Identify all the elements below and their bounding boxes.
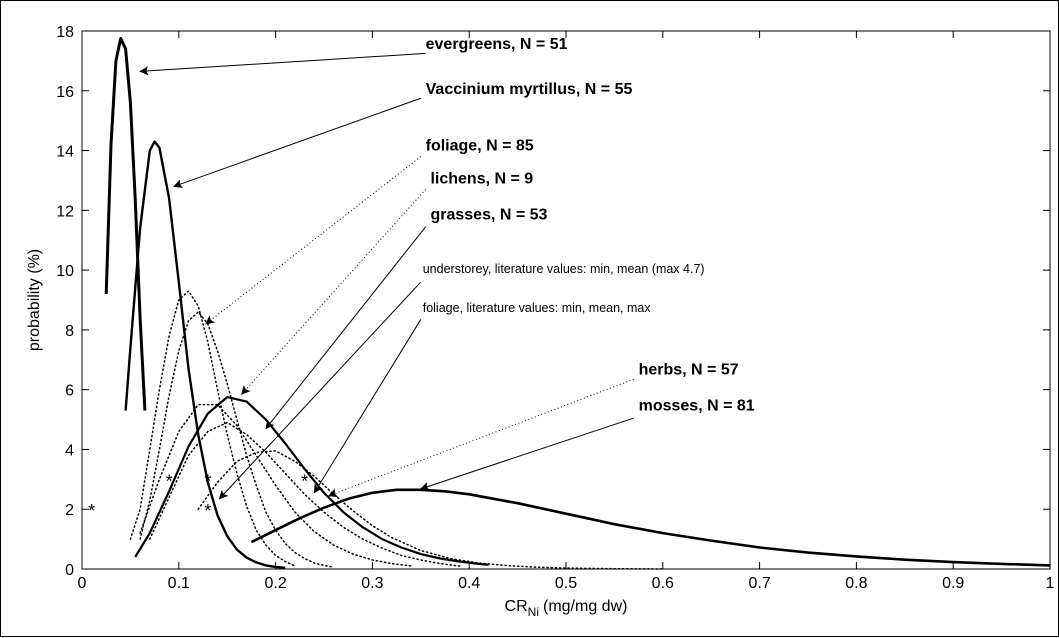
x-tick-label: 0.5 (555, 575, 577, 592)
x-tick-label: 0.3 (361, 575, 383, 592)
y-tick-label: 0 (65, 562, 74, 579)
y-axis-label: probability (%) (26, 249, 43, 351)
y-tick-label: 14 (56, 144, 74, 161)
asterisk-marker: * (204, 501, 211, 521)
x-tick-label: 0.9 (942, 575, 964, 592)
y-tick-label: 18 (56, 24, 74, 41)
x-tick-label: 0.6 (652, 575, 674, 592)
series-line-2 (129, 290, 296, 567)
annotation-label: herbs, N = 57 (639, 362, 739, 379)
y-tick-label: 2 (65, 502, 74, 519)
annotation-arrow (327, 378, 634, 498)
annotation-arrow (173, 97, 421, 188)
series-line-5 (139, 403, 412, 567)
annotation-arrow (139, 52, 426, 76)
y-tick-label: 16 (56, 84, 74, 101)
x-tick-label: 0.2 (264, 575, 286, 592)
series-line-1 (124, 140, 286, 569)
asterisk-marker: * (301, 471, 308, 491)
y-tick-label: 10 (56, 263, 74, 280)
annotation-arrow (313, 319, 422, 494)
annotation-label: foliage, N = 85 (426, 138, 534, 155)
plot-axes: 0 0.1 0.2 0.3 0.4 0.5 0.6 0.7 0.8 0.9 102468101214… (56, 24, 1054, 592)
annotation-label: lichens, N = 9 (430, 170, 533, 187)
asterisk-marker: * (166, 471, 173, 491)
annotation-label: grasses, N = 53 (430, 206, 547, 223)
x-tick-label: 1 (1046, 575, 1055, 592)
series-line-8 (250, 488, 1051, 567)
x-tick-label: 0.1 (168, 575, 190, 592)
annotation-label: Vaccinium myrtillus, N = 55 (426, 81, 633, 98)
asterisk-marker: * (204, 471, 211, 491)
markers: * * * * * (88, 471, 308, 521)
series-line-4 (134, 396, 489, 566)
annotation-arrow (218, 281, 422, 500)
x-tick-label: 0 (78, 575, 87, 592)
y-tick-label: 4 (65, 442, 74, 459)
annotation-arrow (265, 226, 427, 430)
y-tick-label: 6 (65, 383, 74, 400)
x-tick-label: 0.4 (458, 575, 480, 592)
annotation-label: evergreens, N = 51 (426, 36, 568, 53)
y-tick-label: 12 (56, 203, 74, 220)
x-tick-label: 0.7 (748, 575, 770, 592)
annotation-label: mosses, N = 81 (639, 398, 755, 415)
series-line-6 (149, 421, 461, 567)
curves (104, 37, 1051, 570)
x-axis-label: CRNi (mg/mg dw) (505, 598, 628, 619)
annotations: evergreens, N = 51 Vaccinium myrtillus, N… (139, 36, 755, 500)
annotation-arrow (241, 189, 427, 395)
series-line-7 (197, 450, 664, 570)
annotation-label: understorey, literature values: min, mea… (423, 262, 705, 276)
annotation-label: foliage, literature values: min, mean, m… (423, 301, 652, 315)
y-tick-label: 8 (65, 323, 74, 340)
x-tick-label: 0.8 (845, 575, 867, 592)
series-line-3 (139, 311, 335, 568)
annotation-arrow (205, 156, 422, 325)
series-line-0 (104, 37, 147, 411)
asterisk-marker: * (88, 501, 95, 521)
annotation-arrow (419, 417, 634, 491)
